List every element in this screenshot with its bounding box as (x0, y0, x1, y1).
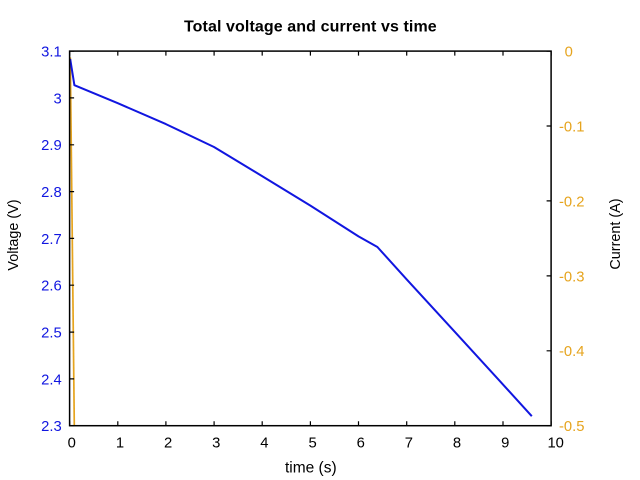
svg-text:Voltage (V): Voltage (V) (6, 199, 22, 270)
svg-text:2.4: 2.4 (41, 372, 62, 388)
svg-text:3.1: 3.1 (41, 45, 62, 61)
svg-text:9: 9 (501, 436, 509, 452)
svg-text:0: 0 (68, 436, 76, 452)
svg-text:5: 5 (308, 436, 316, 452)
svg-text:time (s): time (s) (285, 459, 337, 476)
svg-text:10: 10 (547, 436, 563, 452)
svg-text:7: 7 (405, 436, 413, 452)
svg-text:2.5: 2.5 (41, 326, 62, 342)
svg-text:3: 3 (53, 91, 61, 107)
svg-text:2.9: 2.9 (41, 138, 62, 154)
svg-text:2.8: 2.8 (41, 185, 62, 201)
svg-text:0: 0 (565, 45, 573, 61)
svg-text:2.3: 2.3 (41, 419, 62, 435)
svg-text:2.7: 2.7 (41, 232, 62, 248)
svg-text:8: 8 (453, 436, 461, 452)
svg-text:2: 2 (164, 436, 172, 452)
svg-text:Current (A): Current (A) (608, 198, 624, 269)
svg-text:4: 4 (260, 436, 268, 452)
svg-text:-0.3: -0.3 (559, 269, 585, 285)
svg-text:2.6: 2.6 (41, 279, 62, 295)
svg-text:-0.1: -0.1 (559, 119, 585, 135)
svg-text:-0.4: -0.4 (559, 344, 585, 360)
svg-text:-0.5: -0.5 (559, 419, 585, 435)
svg-text:3: 3 (212, 436, 220, 452)
svg-text:1: 1 (116, 436, 124, 452)
svg-text:Total voltage and current vs t: Total voltage and current vs time (184, 19, 437, 36)
svg-text:6: 6 (357, 436, 365, 452)
svg-text:-0.2: -0.2 (559, 194, 585, 210)
